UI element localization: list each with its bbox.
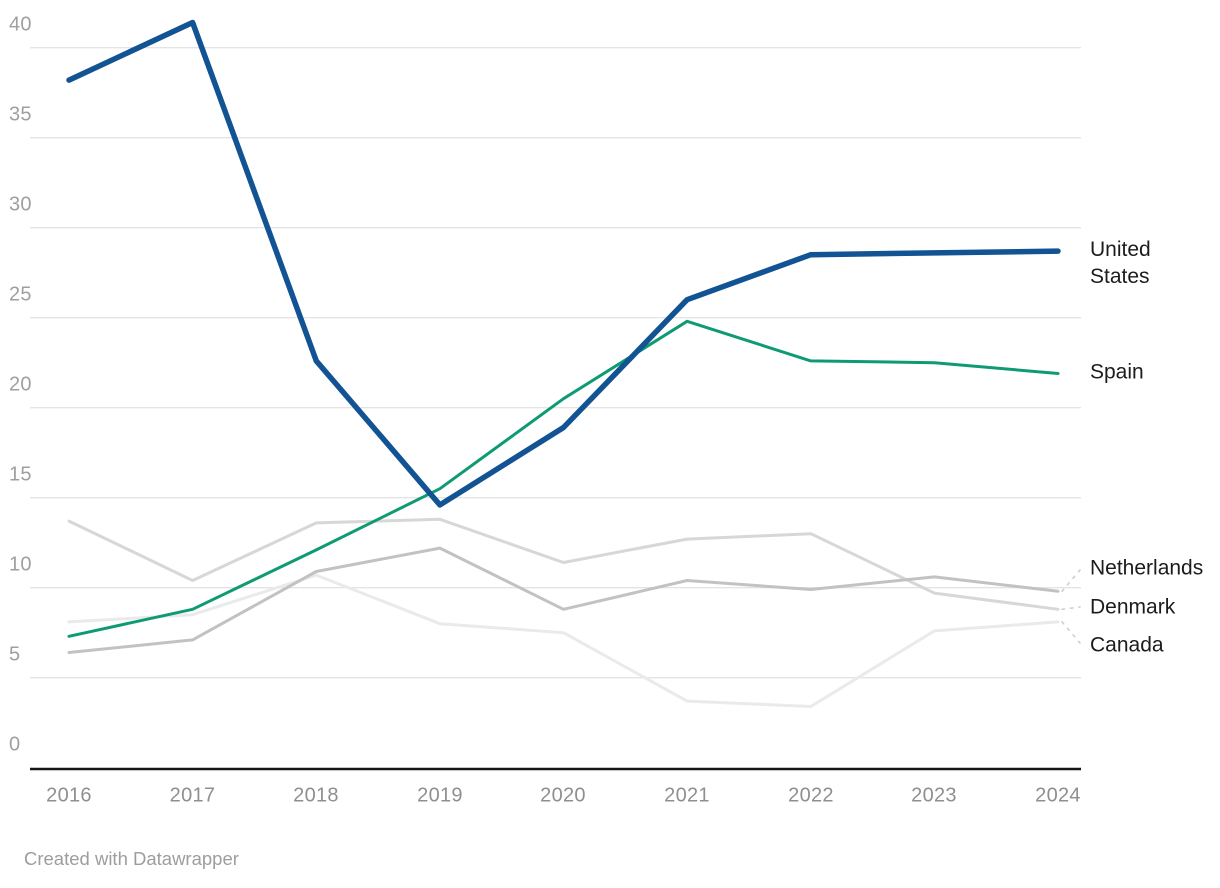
series-label-denmark: Denmark <box>1090 595 1176 619</box>
series-label-united-states: United States <box>1090 238 1151 288</box>
x-axis-tick-label: 2019 <box>417 784 463 807</box>
series-line-spain <box>67 319 1060 638</box>
x-axis-tick-label: 2016 <box>46 784 92 807</box>
series-label-spain: Spain <box>1090 360 1144 384</box>
y-axis-tick-label: 20 <box>9 373 32 396</box>
x-axis-tick-label: 2017 <box>169 784 216 807</box>
y-axis-tick-label: 5 <box>9 643 21 666</box>
series-line-united-states <box>66 19 1061 508</box>
x-axis-tick-label: 2024 <box>1035 784 1081 807</box>
label-leader-line <box>1061 606 1081 611</box>
x-axis-tick-label: 2020 <box>540 784 586 807</box>
y-axis-tick-label: 40 <box>9 13 32 36</box>
x-axis-tick-label: 2022 <box>788 784 834 807</box>
series-label-canada: Canada <box>1090 633 1164 657</box>
x-axis-tick-label: 2018 <box>293 784 339 807</box>
series-line-netherlands <box>67 546 1060 654</box>
x-axis-tick-label: 2021 <box>664 784 710 807</box>
y-axis-tick-label: 30 <box>9 193 32 216</box>
series-line-canada <box>67 573 1060 708</box>
y-axis-tick-label: 25 <box>9 283 32 306</box>
y-axis-tick-label: 15 <box>9 463 32 486</box>
label-leader-line <box>1061 621 1081 644</box>
y-axis-tick-label: 10 <box>9 553 32 576</box>
x-axis-tick-label: 2023 <box>911 784 957 807</box>
series-line-denmark <box>67 517 1060 611</box>
datawrapper-credit: Created with Datawrapper <box>24 848 239 869</box>
y-axis-tick-label: 35 <box>9 103 32 126</box>
y-axis-tick-label: 0 <box>9 733 21 756</box>
series-label-netherlands: Netherlands <box>1090 556 1204 580</box>
